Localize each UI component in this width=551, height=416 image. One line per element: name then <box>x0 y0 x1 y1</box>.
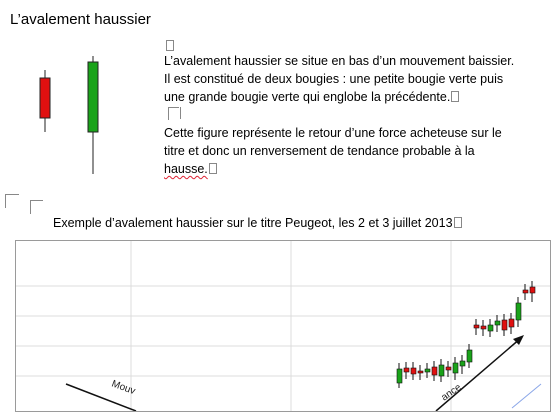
paragraph-1-line-3: une grande bougie verte qui englobe la p… <box>164 88 549 106</box>
candle-body <box>446 367 451 370</box>
candle-body <box>404 368 409 372</box>
page-title: L’avalement haussier <box>10 11 151 28</box>
paragraph-1-line-2: Il est constitué de deux bougies : une p… <box>164 70 549 88</box>
paragraph-1-line-1: L’avalement haussier se situe en bas d’u… <box>164 52 549 70</box>
frame-corner-icon <box>30 200 43 214</box>
paragraph-2: Cette figure représente le retour d’une … <box>164 124 549 178</box>
candle-body <box>502 320 507 330</box>
price-chart: Mouv ance <box>15 240 551 412</box>
small-candle-body <box>40 78 50 118</box>
paragraph-2-line-3: hausse. <box>164 160 549 178</box>
downtrend-label: Mouv <box>110 378 137 397</box>
candle-body <box>481 326 486 329</box>
candle-body <box>488 325 493 331</box>
paragraph-2-line-1: Cette figure représente le retour d’une … <box>164 124 549 142</box>
candle-body <box>495 321 500 325</box>
paragraph-mark-icon <box>454 217 462 228</box>
candle-illustration <box>30 56 110 176</box>
frame-corner-icon <box>5 194 19 208</box>
candle-body <box>530 287 535 293</box>
candle-body <box>467 350 472 362</box>
price-chart-svg: Mouv ance <box>16 241 550 411</box>
candle-body <box>523 290 528 293</box>
paragraph-mark-icon <box>451 91 459 102</box>
paragraph-mark-icon <box>166 40 174 51</box>
candle-body <box>474 325 479 328</box>
paragraph-1: L’avalement haussier se situe en bas d’u… <box>164 52 549 106</box>
blue-indicator-line <box>512 384 541 408</box>
candle-body <box>411 368 416 374</box>
candle-body <box>460 361 465 366</box>
frame-corner-icon <box>180 107 182 119</box>
big-candle-body <box>88 62 98 132</box>
uptrend-label: ance <box>439 382 463 404</box>
frame-corner-icon <box>168 107 179 120</box>
candle-body <box>418 371 423 373</box>
paragraph-2-line-2: titre et donc un renversement de tendanc… <box>164 142 549 160</box>
chart-caption: Exemple d’avalement haussier sur le titr… <box>53 216 462 230</box>
candle-body <box>432 367 437 375</box>
candle-body <box>516 303 521 320</box>
candle-body <box>439 365 444 376</box>
candle-body <box>509 319 514 327</box>
candle-body <box>425 369 430 372</box>
candle-body <box>453 363 458 373</box>
paragraph-mark-icon <box>209 163 217 174</box>
candle-body <box>397 369 402 383</box>
